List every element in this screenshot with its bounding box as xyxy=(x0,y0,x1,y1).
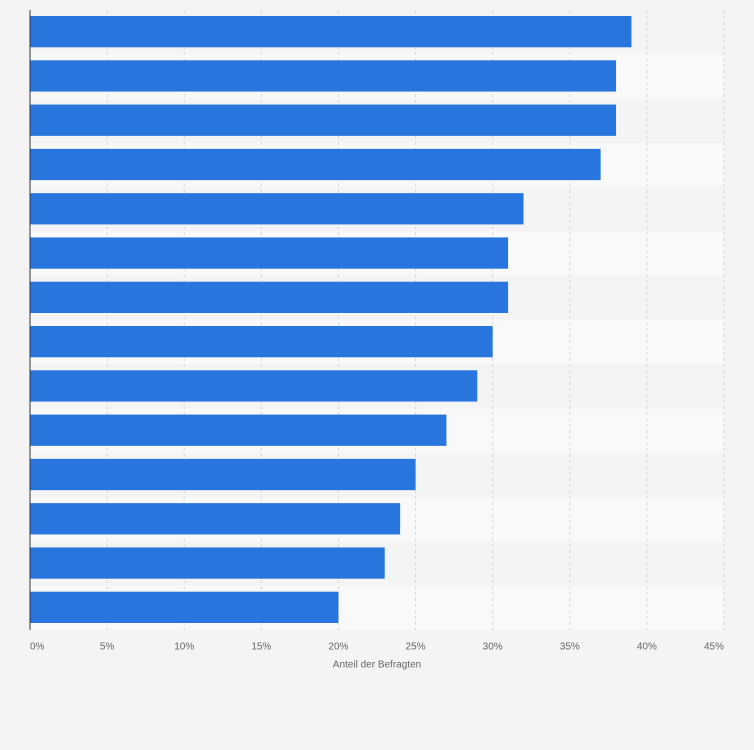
x-tick-label: 30% xyxy=(483,642,503,653)
row-stripes xyxy=(30,10,724,630)
bar xyxy=(30,414,447,446)
x-tick-label: 45% xyxy=(704,642,724,653)
bar xyxy=(30,148,601,181)
bar xyxy=(30,60,617,92)
bar xyxy=(30,326,493,358)
bar xyxy=(30,193,524,225)
bar xyxy=(30,16,632,48)
bar xyxy=(30,591,339,623)
x-tick-label: 40% xyxy=(637,642,657,653)
x-tick-label: 5% xyxy=(100,642,115,653)
x-tick-label: 15% xyxy=(251,642,271,653)
bar xyxy=(30,237,509,269)
bar xyxy=(30,458,416,491)
bar xyxy=(30,281,509,313)
bar xyxy=(30,104,617,136)
x-tick-label: 10% xyxy=(174,642,194,653)
x-tick-label: 35% xyxy=(560,642,580,653)
x-tick-label: 0% xyxy=(30,642,45,653)
bar xyxy=(30,503,401,535)
x-axis-title: Anteil der Befragten xyxy=(333,660,421,671)
bar xyxy=(30,370,478,402)
x-tick-label: 25% xyxy=(406,642,426,653)
x-tick-label: 20% xyxy=(328,642,348,653)
bar xyxy=(30,547,385,579)
